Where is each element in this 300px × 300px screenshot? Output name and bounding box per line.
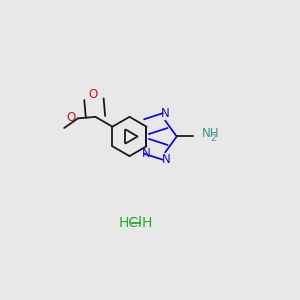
- Text: O: O: [67, 111, 76, 124]
- Text: 2: 2: [210, 134, 216, 143]
- Text: N: N: [142, 147, 151, 161]
- Text: O: O: [88, 88, 98, 101]
- Text: N: N: [161, 107, 170, 120]
- Text: NH: NH: [202, 127, 220, 140]
- Text: H: H: [142, 216, 152, 230]
- Text: HCl: HCl: [119, 216, 143, 230]
- Text: N: N: [162, 153, 171, 166]
